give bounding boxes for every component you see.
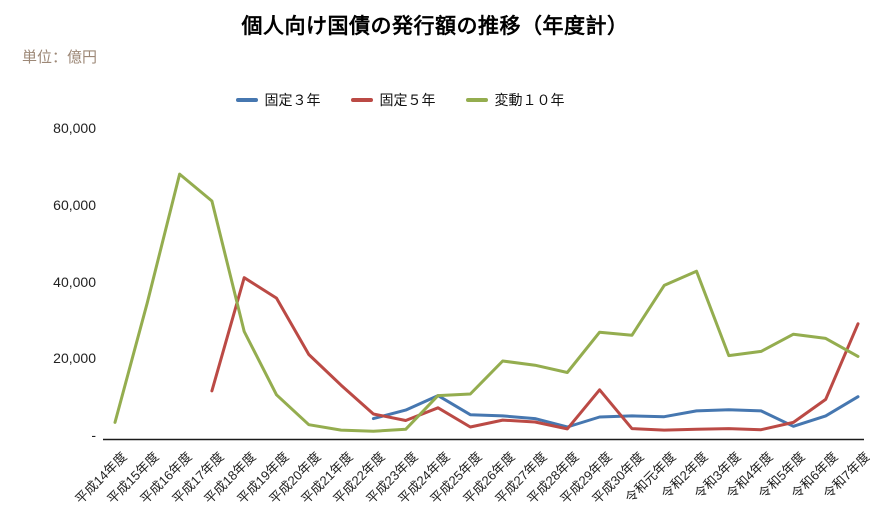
legend-swatch-variable-10yr-icon (465, 98, 488, 102)
legend-item-fixed-3yr: 固定３年 (235, 90, 321, 110)
legend-item-variable-10yr: 変動１０年 (465, 90, 565, 110)
series-line-fixed-3yr (371, 394, 860, 429)
y-tick-label: 20,000 (53, 350, 96, 367)
y-tick-label: 60,000 (53, 196, 96, 213)
chart-title: 個人向け国債の発行額の推移（年度計） (241, 15, 629, 38)
legend-item-fixed-5yr: 固定５年 (350, 90, 436, 110)
legend-swatch-fixed-5yr-icon (350, 98, 373, 102)
y-tick-label: - (91, 427, 96, 443)
legend-label-fixed-3yr: 固定３年 (264, 92, 321, 108)
legend-label-variable-10yr: 変動１０年 (494, 92, 565, 108)
y-tick-label: 80,000 (53, 120, 96, 136)
legend-label-fixed-5yr: 固定５年 (379, 92, 436, 108)
legend-swatch-fixed-3yr-icon (235, 98, 258, 102)
series-line-fixed-5yr (210, 276, 860, 432)
series-line-variable-10yr (113, 172, 860, 433)
y-tick-label: 40,000 (53, 273, 96, 290)
chart-legend: 固定３年 固定５年 変動１０年 (0, 90, 800, 110)
unit-label: 単位：億円 (22, 49, 98, 66)
